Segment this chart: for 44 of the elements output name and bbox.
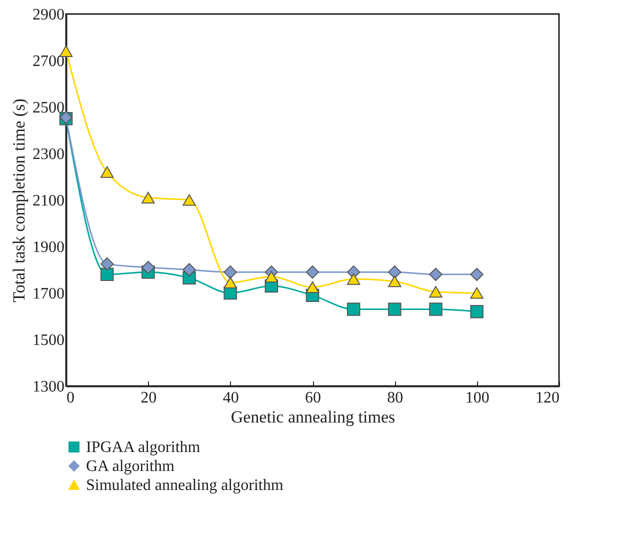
x-tick-label: 60	[305, 390, 321, 406]
point	[142, 192, 155, 204]
point	[429, 302, 442, 316]
point	[429, 268, 442, 282]
x-tick-label: 100	[465, 390, 490, 406]
point	[470, 304, 484, 318]
y-tick-label: 2100	[32, 192, 64, 210]
y-axis-title: Total task completion time (s)	[10, 98, 28, 302]
point	[346, 273, 360, 285]
x-tick-label: 120	[536, 390, 560, 406]
point	[182, 194, 196, 206]
legend-label: IPGAA algorithm	[86, 439, 201, 456]
x-tick-label: 40	[222, 390, 239, 406]
x-tick-label: 20	[140, 390, 157, 406]
point	[470, 268, 484, 282]
y-tick-label: 2500	[32, 100, 64, 116]
point	[264, 270, 278, 283]
point	[306, 265, 320, 279]
point	[388, 302, 402, 316]
point	[142, 260, 155, 274]
legend-label: Simulated annealing algorithm	[86, 477, 284, 494]
x-axis-title: Genetic annealing times	[230, 408, 396, 426]
x-tick-label: 80	[387, 390, 404, 406]
y-tick-label: 2300	[32, 146, 64, 163]
point	[429, 286, 442, 298]
y-tick-label: 1300	[32, 378, 64, 396]
point	[346, 302, 360, 316]
x-tick-label: 0	[66, 390, 74, 406]
point	[388, 265, 402, 279]
point	[306, 281, 320, 293]
legend-label: GA algorithm	[86, 458, 175, 475]
y-tick-label: 2900	[32, 6, 64, 24]
point	[388, 276, 402, 288]
point	[100, 257, 114, 271]
y-tick-label: 1700	[32, 286, 64, 302]
y-tick-label: 1900	[32, 239, 64, 256]
point	[470, 287, 484, 299]
point	[224, 276, 237, 288]
point	[224, 265, 237, 279]
y-tick-label: 2700	[32, 53, 64, 70]
y-tick-label: 1500	[32, 332, 64, 349]
point	[100, 268, 114, 282]
point	[100, 166, 114, 178]
point	[182, 263, 196, 276]
